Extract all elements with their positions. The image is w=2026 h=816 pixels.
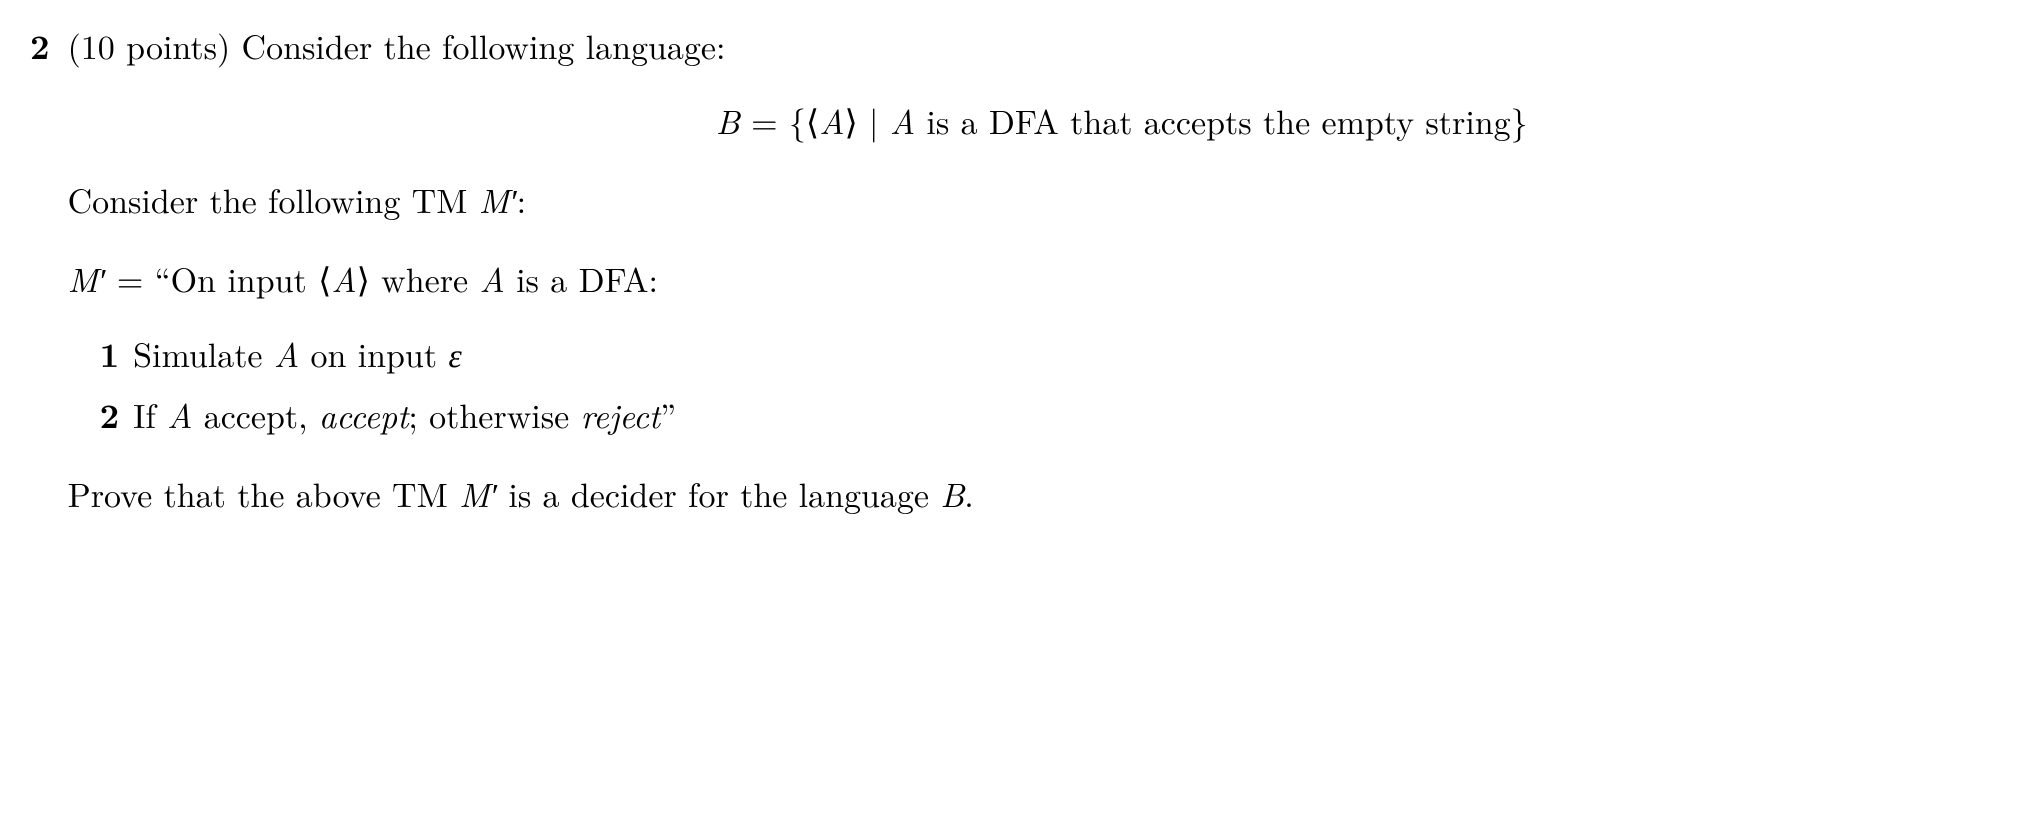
step-1-num: 1 [100,328,120,379]
step2-accept-word: accept, [192,390,319,438]
intro-text: Consider the following language: [242,21,726,69]
where-text: where [370,254,480,302]
consider-suffix: : [517,175,526,223]
m-prime-3: M′ [459,469,497,517]
step1-A: A [274,329,299,377]
is-dfa: is a DFA: [505,254,658,302]
problem-body: (10 points) Consider the following langu… [68,20,1996,519]
m-prime-def: M′ = “On input ⟨A⟩ where A is a DFA: [68,253,1996,304]
step-1: 1 Simulate A on input ε [100,328,1996,379]
step2-semi: ; otherwise [408,390,580,438]
angle-open-2: ⟨ [318,254,331,302]
step2-prefix: If [133,390,167,438]
var-a-4: A [479,254,504,302]
steps-list: 1 Simulate A on input ε 2 If A accept, a… [100,328,1996,440]
step-2-num: 2 [100,389,120,440]
consider-line: Consider the following TM M′: [68,174,1996,225]
prove-line: Prove that the above TM M′ is a decider … [68,468,1996,519]
consider-prefix: Consider the following TM [68,175,479,223]
m-prime-eq: = [106,254,155,302]
prove-suffix: . [964,469,973,517]
problem-number: 2 [30,20,50,71]
open-quote: “ [155,254,171,302]
step-1-text: Simulate A on input ε [133,328,462,379]
close-quote: ” [660,390,676,438]
step1-mid: on input [299,329,448,377]
m-prime-1: M′ [479,175,517,223]
eq-var-a2: A [890,96,915,144]
step-2-text: If A accept, accept; otherwise reject” [133,389,676,440]
var-a-3: A [331,254,356,302]
prove-mid: is a decider for the language [497,469,940,517]
points-label: (10 points) [68,21,231,69]
eq-set-open: { [789,96,806,144]
eq-var-a: A [819,96,844,144]
step1-prefix: Simulate [133,329,274,377]
problem-block: 2 (10 points) Consider the following lan… [30,20,1996,519]
eq-lhs: B [716,96,740,144]
eq-set-close: } [1511,96,1528,144]
eq-angle-open: ⟨ [806,96,819,144]
prove-B: B [940,469,964,517]
m-prime-2: M′ [68,254,106,302]
eq-bar: | [858,96,890,144]
step2-accept-italic: accept [319,390,409,438]
eq-equals: = [740,96,789,144]
step-2: 2 If A accept, accept; otherwise reject” [100,389,1996,440]
step1-epsilon: ε [448,329,461,377]
equation-line: B = {⟨A⟩ | A is a DFA that accepts the e… [68,95,1996,146]
angle-close-2: ⟩ [357,254,370,302]
eq-angle-close: ⟩ [844,96,857,144]
step2-reject-italic: reject [581,390,661,438]
intro-line: (10 points) Consider the following langu… [68,20,1996,71]
step2-A: A [167,390,192,438]
on-input: On input [171,254,318,302]
prove-prefix: Prove that the above TM [68,469,460,517]
eq-desc: is a DFA that accepts the empty string [915,96,1511,144]
